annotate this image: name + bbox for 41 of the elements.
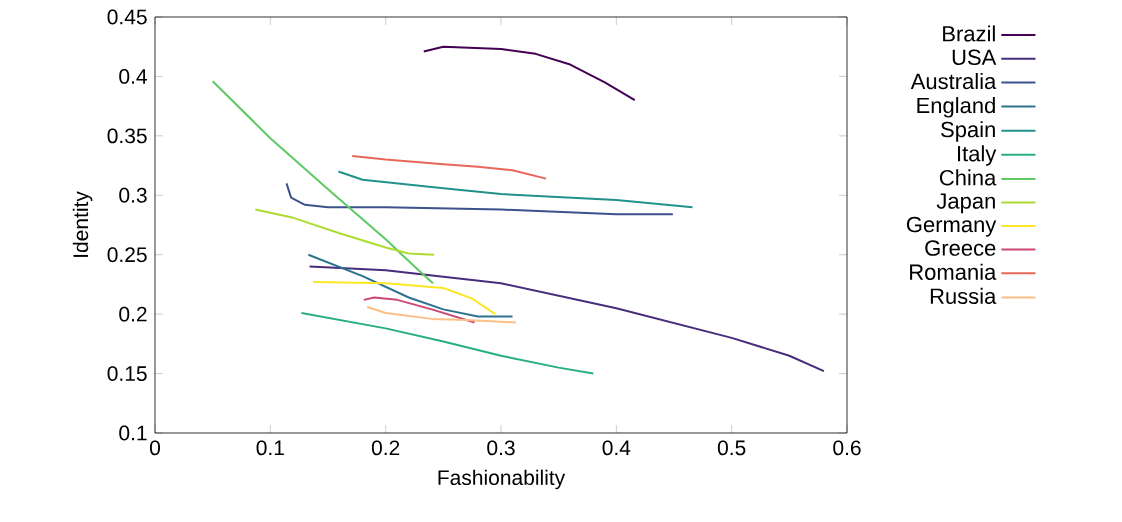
x-tick-label: 0.5 xyxy=(717,440,746,456)
y-tick-label: 0.3 xyxy=(119,187,147,203)
legend-label: Italy xyxy=(958,145,997,166)
line-series xyxy=(307,253,514,318)
line-series xyxy=(308,265,825,373)
legend-label: China xyxy=(939,169,997,186)
y-tick-label: 0.1 xyxy=(119,425,147,441)
legend-label: England xyxy=(917,97,995,118)
y-tick-label: 0.25 xyxy=(107,247,147,263)
x-tick-label: 0.1 xyxy=(256,440,284,456)
y-tick-label: 0.2 xyxy=(119,306,147,322)
x-axis-title: Fashionability xyxy=(438,469,566,490)
line-series xyxy=(300,311,595,375)
legend-label: Greece xyxy=(925,240,996,256)
legend-label: USA xyxy=(952,49,997,66)
line-series xyxy=(285,182,674,216)
x-tick-label: 0.3 xyxy=(487,440,515,456)
y-tick-label: 0.4 xyxy=(119,69,147,84)
legend-label: Australia xyxy=(910,73,997,90)
line-series xyxy=(337,170,694,209)
line-series xyxy=(366,306,517,324)
line-series xyxy=(254,208,436,256)
line-series xyxy=(211,80,434,285)
legend-label: Romania xyxy=(910,263,997,280)
y-tick-label: 0.15 xyxy=(107,366,147,381)
x-tick-label: 0.2 xyxy=(371,440,400,456)
line-series xyxy=(422,45,636,102)
legend-label: Russia xyxy=(930,287,997,305)
legend-label: Brazil xyxy=(943,25,995,42)
x-tick-label: 0.4 xyxy=(602,440,631,456)
y-tick-label: 0.45 xyxy=(107,9,147,25)
line-series xyxy=(312,281,497,316)
y-axis-title: Identity xyxy=(72,191,93,257)
legend-label: Spain xyxy=(941,121,995,142)
line-series xyxy=(362,296,476,324)
x-tick-label: 0 xyxy=(149,440,161,456)
line-series xyxy=(351,155,547,180)
legend-label: Japan xyxy=(936,193,995,214)
x-tick-label: 0.6 xyxy=(833,440,861,456)
legend-label: Germany xyxy=(906,216,997,237)
y-tick-label: 0.35 xyxy=(107,128,147,144)
